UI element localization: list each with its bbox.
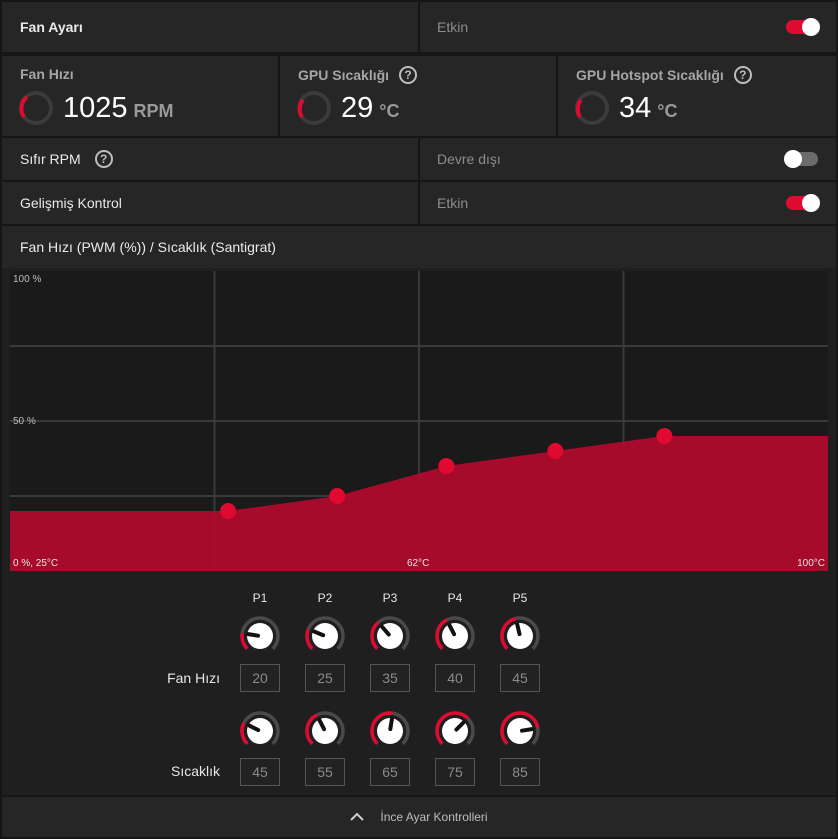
toggle-knob <box>802 18 820 36</box>
zero-rpm-value-cell: Devre dışı <box>420 138 836 180</box>
knob-indicator <box>515 622 522 637</box>
gpu-temp-gauge-icon <box>297 91 331 125</box>
fan-speed-knob-p1[interactable] <box>238 614 282 658</box>
fan-speed-input-p3[interactable]: 35 <box>370 664 410 692</box>
advanced-control-label: Gelişmiş Kontrol <box>20 195 122 211</box>
knob-arc <box>500 616 517 650</box>
toggle-knob <box>784 150 802 168</box>
temperature-input-p4[interactable]: 75 <box>435 758 475 786</box>
toggle-knob <box>802 194 820 212</box>
fan-speed-value: 1025 RPM <box>63 92 174 124</box>
zero-rpm-row: Sıfır RPM ? <box>2 138 418 180</box>
zero-rpm-toggle[interactable] <box>784 150 818 168</box>
advanced-control-row: Gelişmiş Kontrol <box>2 182 418 224</box>
fan-curve-area <box>10 436 828 571</box>
point-label: P5 <box>512 591 528 605</box>
curve-point-p1[interactable] <box>220 503 237 519</box>
fan-speed-input-p2[interactable]: 25 <box>305 664 345 692</box>
curve-point-p5[interactable] <box>656 428 673 444</box>
knob-arc <box>370 620 380 650</box>
fan-speed-title: Fan Hızı <box>20 66 74 82</box>
temperature-knob-p1[interactable] <box>238 709 282 753</box>
knob-arc <box>435 618 448 650</box>
knob-indicator <box>388 717 394 732</box>
fan-speed-knob-p2[interactable] <box>303 614 347 658</box>
fan-settings-title: Fan Ayarı <box>20 19 83 35</box>
fan-speed-knob-p4[interactable] <box>433 614 477 658</box>
point-label: P3 <box>382 591 398 605</box>
knob-indicator <box>247 723 261 733</box>
fan-speed-input-p5[interactable]: 45 <box>500 664 540 692</box>
temperature-input-p3[interactable]: 65 <box>370 758 410 786</box>
temperature-knob-p4[interactable] <box>433 709 477 753</box>
knob-indicator <box>246 632 261 638</box>
point-label: P2 <box>317 591 333 605</box>
temperature-knob-p3[interactable] <box>368 709 412 753</box>
knob-arc <box>305 628 314 650</box>
fan-speed-gauge-icon <box>19 91 53 125</box>
fan-speed-row-label: Fan Hızı <box>167 670 220 686</box>
y-label-mid: 50 % <box>13 416 36 427</box>
fine-tune-label: İnce Ayar Kontrolleri <box>380 810 488 824</box>
gpu-temp-value: 29 °C <box>341 92 400 124</box>
temperature-knob-p2[interactable] <box>303 709 347 753</box>
point-label: P1 <box>252 591 268 605</box>
fan-settings-toggle[interactable] <box>786 18 820 36</box>
temperature-input-p5[interactable]: 85 <box>500 758 540 786</box>
gpu-hotspot-gauge-icon <box>575 91 609 125</box>
advanced-control-status: Etkin <box>437 195 469 211</box>
knob-arc <box>240 632 249 650</box>
knob-indicator <box>317 718 327 732</box>
temperature-knob-p5[interactable] <box>498 709 542 753</box>
advanced-control-toggle[interactable] <box>786 194 820 212</box>
knob-indicator <box>454 720 466 732</box>
gpu-hotspot-metric: GPU Hotspot Sıcaklığı? 34 °C <box>558 56 836 136</box>
origin-label: 0 %, 25°C <box>13 558 59 569</box>
zero-rpm-status: Devre dışı <box>437 151 501 167</box>
temperature-row-label: Sıcaklık <box>170 763 220 779</box>
help-icon[interactable]: ? <box>94 150 113 168</box>
knob-arc <box>305 713 318 745</box>
curve-point-p2[interactable] <box>329 488 346 504</box>
point-label: P4 <box>447 591 463 605</box>
temperature-input-p1[interactable]: 45 <box>240 758 280 786</box>
knob-arc <box>435 711 469 745</box>
knob-arc <box>240 722 249 745</box>
fan-settings-value-cell: Etkin <box>420 2 836 52</box>
knob-indicator <box>447 623 457 637</box>
fan-speed-input-p1[interactable]: 20 <box>240 664 280 692</box>
chart-title-row: Fan Hızı (PWM (%)) / Sıcaklık (Santigrat… <box>2 226 836 268</box>
zero-rpm-label: Sıfır RPM <box>20 151 81 167</box>
fine-tune-controls-bar[interactable]: İnce Ayar Kontrolleri <box>2 797 836 837</box>
gpu-temp-metric: GPU Sıcaklığı? 29 °C <box>280 56 556 136</box>
gpu-temp-title: GPU Sıcaklığı? <box>298 66 418 84</box>
fan-curve-svg[interactable] <box>10 271 828 571</box>
curve-point-p4[interactable] <box>547 443 564 459</box>
fan-speed-input-p4[interactable]: 40 <box>435 664 475 692</box>
fan-curve-chart[interactable]: 100 % 50 % 0 %, 25°C 62°C 100°C <box>10 271 828 571</box>
gpu-hotspot-value: 34 °C <box>619 92 678 124</box>
knob-arc <box>500 711 540 745</box>
knob-indicator <box>380 624 391 637</box>
fan-settings-row: Fan Ayarı <box>2 2 418 52</box>
gpu-hotspot-title: GPU Hotspot Sıcaklığı? <box>576 66 752 84</box>
fan-speed-knob-p3[interactable] <box>368 614 412 658</box>
temperature-input-p2[interactable]: 55 <box>305 758 345 786</box>
fan-speed-knob-p5[interactable] <box>498 614 542 658</box>
knob-indicator <box>519 727 534 733</box>
knob-arc <box>370 711 394 745</box>
x-label-right: 100°C <box>797 558 825 569</box>
curve-point-p3[interactable] <box>438 458 455 474</box>
knob-indicator <box>311 629 326 638</box>
advanced-control-value-cell: Etkin <box>420 182 836 224</box>
y-label-top: 100 % <box>13 274 42 285</box>
chevron-up-icon <box>350 812 365 821</box>
help-icon[interactable]: ? <box>399 66 418 84</box>
x-label-mid: 62°C <box>407 558 430 569</box>
fan-speed-metric: Fan Hızı 1025 RPM <box>2 56 278 136</box>
help-icon[interactable]: ? <box>733 66 752 84</box>
chart-title: Fan Hızı (PWM (%)) / Sıcaklık (Santigrat… <box>20 239 276 255</box>
fan-settings-status: Etkin <box>437 19 469 35</box>
